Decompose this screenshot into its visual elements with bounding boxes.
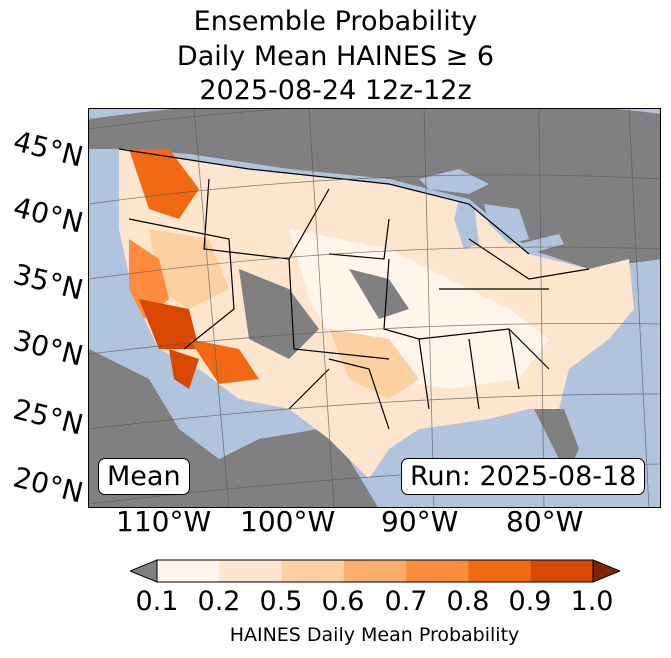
mean-label-box: Mean [98, 458, 190, 495]
lon-label-80w: 80°W [506, 505, 584, 538]
great-lakes [419, 169, 564, 254]
colorbar-tick-label: 0.2 [197, 586, 241, 617]
state-borders [118, 148, 590, 430]
colorbar-tick-label: 0.8 [446, 586, 490, 617]
map-canvas [89, 109, 660, 507]
lon-label-100w: 100°W [240, 505, 336, 538]
colorbar-tick-label: 0.7 [384, 586, 428, 617]
colorbar-title: HAINES Daily Mean Probability [229, 624, 520, 646]
colorbar-tick-label: 0.5 [259, 586, 303, 617]
lat-label-30: 30°N [10, 323, 87, 373]
colorbar-segment [343, 560, 407, 582]
colorbar-segment [157, 560, 220, 582]
colorbar-tick-label: 0.1 [135, 586, 179, 617]
colorbar-tick-label: 0.6 [321, 586, 365, 617]
map-title-line-3: 2025-08-24 12z-12z [199, 75, 472, 106]
lon-label-110w: 110°W [116, 505, 212, 538]
lon-label-90w: 90°W [381, 505, 459, 538]
colorbar-segment [468, 560, 532, 582]
colorbar-outline [156, 559, 594, 583]
colorbar-segment [530, 560, 594, 582]
colorbar-segment [281, 560, 345, 582]
lat-label-25: 25°N [10, 392, 87, 442]
lat-label-35: 35°N [10, 257, 87, 307]
map-title-line-1: Ensemble Probability [193, 6, 478, 37]
lat-label-45: 45°N [10, 124, 87, 174]
colorbar-under-arrow [130, 559, 158, 583]
lat-label-20: 20°N [10, 460, 87, 510]
colorbar-segment [406, 560, 469, 582]
colorbar-segment [219, 560, 283, 582]
run-date-box: Run: 2025-08-18 [401, 458, 646, 495]
colorbar-tick-label: 1.0 [570, 586, 614, 617]
map-title-line-2: Daily Mean HAINES ≥ 6 [176, 41, 495, 72]
map-panel [88, 108, 661, 508]
colorbar [130, 559, 620, 583]
lat-label-40: 40°N [10, 190, 87, 240]
colorbar-over-arrow [592, 559, 620, 583]
colorbar-tick-label: 0.9 [508, 586, 552, 617]
